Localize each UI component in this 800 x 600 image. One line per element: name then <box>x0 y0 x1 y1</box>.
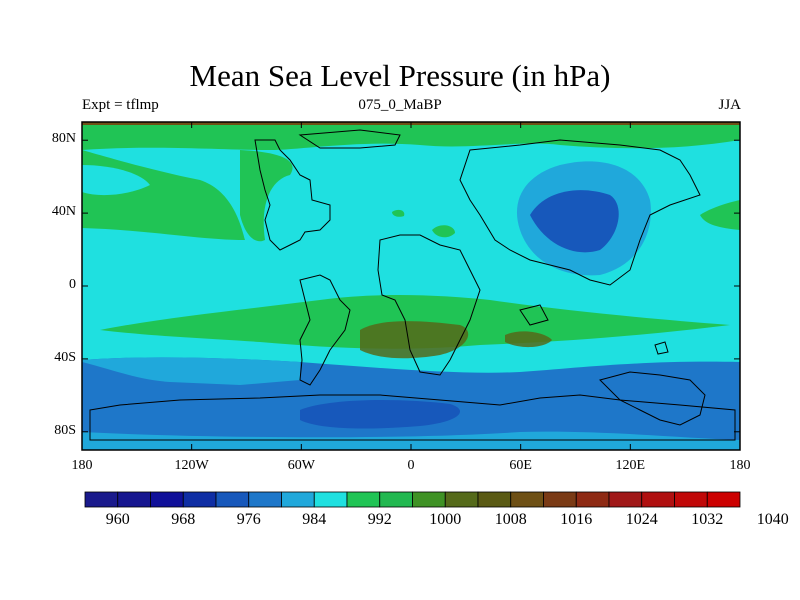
colorbar-swatch <box>510 491 544 508</box>
colorbar-swatch <box>543 491 577 508</box>
colorbar-label: 992 <box>367 511 392 528</box>
colorbar-swatch <box>248 491 282 508</box>
colorbar-swatch <box>182 491 217 508</box>
tick-marks <box>81 122 741 450</box>
colorbar-label: 960 <box>105 511 130 528</box>
season-label: JJA <box>718 97 741 113</box>
region-antarctic <box>82 431 740 450</box>
colorbar-swatch <box>84 491 119 508</box>
colorbar-swatch <box>313 491 348 508</box>
colorbar-swatch <box>215 491 250 508</box>
x-tick-label: 120E <box>615 458 646 473</box>
colorbar-swatch <box>281 491 315 508</box>
x-tick-label: 60W <box>287 458 315 473</box>
region-deep-low <box>300 400 460 429</box>
region-north-atlantic-high <box>240 150 293 242</box>
colorbar-label: 1024 <box>625 511 658 528</box>
x-tick-label: 180 <box>71 458 93 473</box>
region-small-high-2 <box>392 209 405 217</box>
colorbar-label: 968 <box>171 511 196 528</box>
experiment-label: Expt = tflmp <box>82 97 159 113</box>
x-tick-label: 60E <box>509 458 532 473</box>
colorbar-swatch <box>379 491 413 508</box>
colorbar-swatch <box>477 491 512 508</box>
region-pacific-east <box>700 200 740 230</box>
y-tick-label: 80S <box>54 422 76 438</box>
colorbar-swatch <box>444 491 479 508</box>
colorbar-label: 1032 <box>691 511 724 528</box>
colorbar-swatch <box>674 491 708 508</box>
region-asian-low-inner <box>530 190 619 253</box>
coastlines <box>89 129 736 441</box>
region-arctic <box>82 122 740 150</box>
colorbar-swatch <box>608 491 643 508</box>
x-tick-label: 120W <box>174 458 209 473</box>
colorbar-label: 1016 <box>560 511 593 528</box>
y-tick-label: 40N <box>51 204 76 220</box>
colorbar <box>84 491 741 508</box>
colorbar-swatch <box>117 491 151 508</box>
region-subtropical-core <box>360 321 469 359</box>
y-tick-label: 80N <box>51 131 76 147</box>
x-tick-label: 180 <box>729 458 751 473</box>
region-indian-core <box>505 331 552 348</box>
colorbar-label: 1040 <box>756 511 789 528</box>
region-small-high <box>432 225 455 238</box>
region-north-pacific-gap <box>82 165 150 196</box>
colorbar-swatch <box>641 491 675 508</box>
colorbar-label: 1008 <box>494 511 527 528</box>
region-southern-lighter <box>82 357 300 385</box>
colorbar-label: 1000 <box>429 511 462 528</box>
colorbar-swatch <box>346 491 381 508</box>
y-tick-label: 40S <box>54 349 76 365</box>
colorbar-swatch <box>706 491 741 508</box>
x-tick-label: 0 <box>407 458 415 473</box>
figure-title: Mean Sea Level Pressure (in hPa) <box>189 58 611 93</box>
colorbar-label: 984 <box>302 511 327 528</box>
colorbar-swatch <box>575 491 610 508</box>
period-label: 075_0_MaBP <box>358 97 442 113</box>
colorbar-swatch <box>412 491 446 508</box>
colorbar-swatch <box>150 491 184 508</box>
y-tick-label: 0 <box>69 277 76 292</box>
colorbar-label: 976 <box>236 511 261 528</box>
